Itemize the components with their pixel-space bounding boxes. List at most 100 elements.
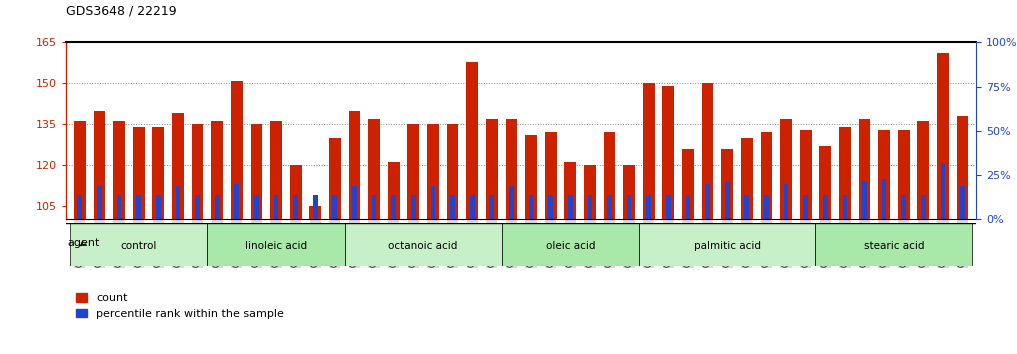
- Bar: [879, 130, 890, 219]
- Bar: [799, 130, 812, 219]
- Bar: [352, 186, 357, 219]
- Bar: [545, 132, 556, 219]
- Bar: [960, 186, 965, 219]
- Bar: [510, 186, 514, 219]
- Bar: [176, 186, 180, 219]
- Bar: [387, 162, 400, 219]
- Bar: [842, 195, 847, 219]
- Bar: [313, 195, 317, 219]
- Bar: [408, 124, 419, 219]
- Bar: [721, 149, 733, 219]
- Bar: [702, 83, 714, 219]
- Bar: [941, 163, 946, 219]
- Bar: [567, 195, 573, 219]
- Bar: [685, 195, 691, 219]
- Bar: [470, 195, 475, 219]
- Bar: [858, 119, 871, 219]
- Bar: [77, 195, 82, 219]
- Bar: [761, 132, 772, 219]
- Bar: [489, 195, 494, 219]
- Bar: [803, 195, 809, 219]
- Text: linoleic acid: linoleic acid: [245, 241, 307, 251]
- FancyBboxPatch shape: [70, 223, 207, 266]
- Bar: [94, 110, 106, 219]
- Bar: [505, 119, 518, 219]
- Text: GDS3648 / 22219: GDS3648 / 22219: [66, 4, 177, 17]
- Bar: [191, 124, 203, 219]
- Bar: [195, 195, 200, 219]
- Bar: [212, 121, 223, 219]
- Bar: [548, 195, 553, 219]
- Bar: [411, 195, 416, 219]
- Bar: [215, 195, 220, 219]
- Bar: [290, 165, 301, 219]
- Text: control: control: [120, 241, 157, 251]
- Bar: [647, 195, 651, 219]
- Bar: [392, 195, 396, 219]
- Bar: [97, 186, 102, 219]
- Bar: [744, 195, 750, 219]
- Bar: [234, 184, 239, 219]
- Bar: [584, 165, 596, 219]
- Bar: [741, 138, 753, 219]
- Bar: [682, 149, 694, 219]
- Bar: [623, 165, 635, 219]
- Bar: [271, 121, 282, 219]
- Bar: [309, 206, 321, 219]
- Bar: [921, 195, 925, 219]
- Bar: [254, 195, 258, 219]
- Bar: [172, 113, 184, 219]
- Bar: [117, 195, 121, 219]
- FancyBboxPatch shape: [639, 223, 816, 266]
- Bar: [250, 124, 262, 219]
- Bar: [820, 146, 831, 219]
- Bar: [917, 121, 930, 219]
- FancyBboxPatch shape: [345, 223, 501, 266]
- Bar: [901, 195, 906, 219]
- Text: octanoic acid: octanoic acid: [388, 241, 458, 251]
- Bar: [333, 195, 338, 219]
- Bar: [643, 83, 655, 219]
- Bar: [588, 195, 592, 219]
- Bar: [446, 124, 459, 219]
- Bar: [607, 195, 612, 219]
- Text: stearic acid: stearic acid: [863, 241, 924, 251]
- Bar: [74, 121, 85, 219]
- Bar: [451, 195, 455, 219]
- Bar: [427, 124, 438, 219]
- Bar: [293, 195, 298, 219]
- Bar: [823, 195, 828, 219]
- Bar: [466, 62, 478, 219]
- Bar: [882, 179, 887, 219]
- Bar: [564, 162, 577, 219]
- Bar: [784, 184, 788, 219]
- Bar: [349, 110, 360, 219]
- Bar: [725, 181, 729, 219]
- Bar: [136, 195, 141, 219]
- Bar: [372, 195, 376, 219]
- Bar: [764, 195, 769, 219]
- Bar: [957, 116, 968, 219]
- Bar: [604, 132, 615, 219]
- Bar: [430, 186, 435, 219]
- Text: agent: agent: [67, 238, 100, 249]
- FancyBboxPatch shape: [816, 223, 972, 266]
- Legend: count, percentile rank within the sample: count, percentile rank within the sample: [71, 289, 289, 324]
- Bar: [525, 135, 537, 219]
- Bar: [231, 81, 243, 219]
- Bar: [780, 119, 792, 219]
- Bar: [839, 127, 851, 219]
- Bar: [662, 86, 674, 219]
- FancyBboxPatch shape: [207, 223, 345, 266]
- Bar: [486, 119, 497, 219]
- Bar: [666, 195, 670, 219]
- Bar: [529, 195, 533, 219]
- Bar: [368, 119, 380, 219]
- FancyBboxPatch shape: [501, 223, 639, 266]
- Text: oleic acid: oleic acid: [545, 241, 595, 251]
- Bar: [113, 121, 125, 219]
- Bar: [156, 195, 161, 219]
- Bar: [898, 130, 909, 219]
- Bar: [133, 127, 144, 219]
- Bar: [937, 53, 949, 219]
